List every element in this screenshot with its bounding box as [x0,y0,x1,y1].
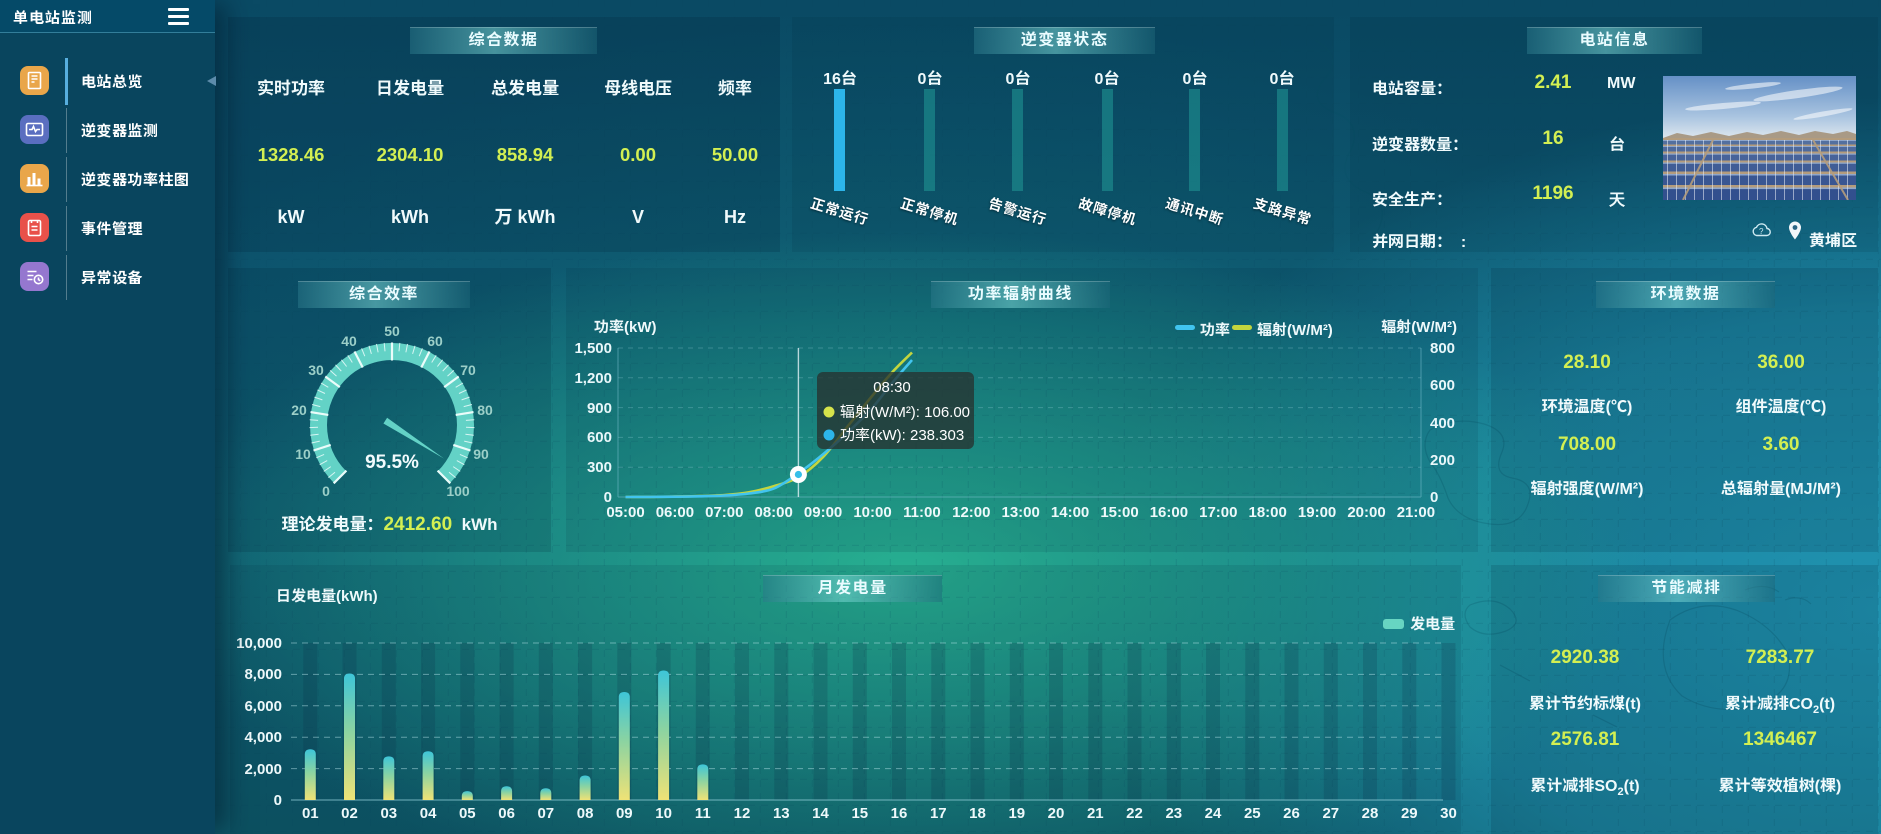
svg-text:40: 40 [341,333,357,349]
svg-text:900: 900 [587,400,612,417]
svg-text:50: 50 [384,323,400,339]
svg-text:90: 90 [473,446,489,462]
svg-text:10:00: 10:00 [853,504,891,521]
svg-text:19:00: 19:00 [1298,504,1336,521]
svg-text:27: 27 [1322,805,1339,822]
svg-text:功率: 功率 [1199,322,1230,339]
svg-text:0: 0 [604,489,612,506]
svg-text:11:00: 11:00 [903,504,941,521]
svg-text:26: 26 [1283,805,1300,822]
svg-text:10: 10 [655,805,672,822]
svg-text:20: 20 [291,402,307,418]
svg-text:08:00: 08:00 [755,504,793,521]
svg-text:05:00: 05:00 [606,504,644,521]
svg-text:800: 800 [1430,340,1455,357]
svg-text:2,000: 2,000 [244,761,282,778]
svg-text:功率(kW): 功率(kW) [593,319,657,336]
svg-text:辐射(W/M²): 辐射(W/M²) [1381,318,1457,336]
svg-text:13: 13 [773,805,790,822]
svg-text:4,000: 4,000 [244,729,282,746]
svg-text:0: 0 [322,483,330,499]
svg-text:17: 17 [930,805,947,822]
svg-text:28: 28 [1362,805,1379,822]
svg-text:发电量: 发电量 [1410,615,1455,633]
svg-text:600: 600 [1430,377,1455,394]
svg-text:?: ? [1759,227,1764,236]
svg-text:60: 60 [427,333,443,349]
svg-text:29: 29 [1401,805,1418,822]
svg-text:辐射(W/M²): 106.00: 辐射(W/M²): 106.00 [840,403,970,421]
svg-text:19: 19 [1008,805,1025,822]
svg-text:18: 18 [969,805,986,822]
svg-text:10: 10 [295,446,311,462]
svg-text:20: 20 [1048,805,1065,822]
svg-text:13:00: 13:00 [1002,504,1040,521]
svg-text:12: 12 [734,805,751,822]
svg-text:11: 11 [695,805,711,822]
svg-text:06:00: 06:00 [656,504,694,521]
svg-text:1,200: 1,200 [574,370,612,387]
svg-text:95.5%: 95.5% [365,452,419,473]
svg-text:20:00: 20:00 [1347,504,1385,521]
svg-text:07: 07 [537,805,554,822]
svg-text:25: 25 [1244,805,1261,822]
svg-text:01: 01 [302,805,319,822]
svg-text:22: 22 [1126,805,1143,822]
svg-text:400: 400 [1430,415,1455,432]
svg-text:23: 23 [1165,805,1182,822]
svg-text:1,500: 1,500 [574,340,612,357]
svg-text:0: 0 [274,792,282,809]
svg-text:600: 600 [587,429,612,446]
svg-text:日发电量(kWh): 日发电量(kWh) [276,587,378,605]
svg-text:功率(kW): 238.303: 功率(kW): 238.303 [840,427,964,444]
svg-text:70: 70 [460,362,476,378]
svg-text:09: 09 [616,805,633,822]
svg-text:100: 100 [446,483,470,499]
svg-text:10,000: 10,000 [236,635,282,652]
svg-text:15:00: 15:00 [1100,504,1138,521]
svg-text:21: 21 [1087,805,1104,822]
svg-text:300: 300 [587,459,612,476]
svg-text:12:00: 12:00 [952,504,990,521]
svg-text:30: 30 [1440,805,1457,822]
svg-text:80: 80 [477,402,493,418]
svg-text:09:00: 09:00 [804,504,842,521]
svg-text:17:00: 17:00 [1199,504,1237,521]
svg-text:08: 08 [577,805,594,822]
svg-text:16:00: 16:00 [1150,504,1188,521]
svg-text:辐射(W/M²): 辐射(W/M²) [1257,321,1333,339]
svg-text:04: 04 [420,805,437,822]
svg-text:07:00: 07:00 [705,504,743,521]
svg-text:8,000: 8,000 [244,666,282,683]
svg-text:24: 24 [1205,805,1222,822]
svg-text:05: 05 [459,805,476,822]
svg-text:21:00: 21:00 [1397,504,1435,521]
svg-text:08:30: 08:30 [873,379,911,396]
svg-text:200: 200 [1430,452,1455,469]
svg-text:03: 03 [380,805,397,822]
svg-text:30: 30 [308,362,324,378]
svg-text:15: 15 [851,805,868,822]
svg-text:16: 16 [891,805,908,822]
svg-text:02: 02 [341,805,358,822]
svg-text:6,000: 6,000 [244,698,282,715]
svg-text:0: 0 [1430,489,1438,506]
svg-text:14:00: 14:00 [1051,504,1089,521]
svg-text:06: 06 [498,805,515,822]
svg-text:14: 14 [812,805,829,822]
svg-text:18:00: 18:00 [1249,504,1287,521]
